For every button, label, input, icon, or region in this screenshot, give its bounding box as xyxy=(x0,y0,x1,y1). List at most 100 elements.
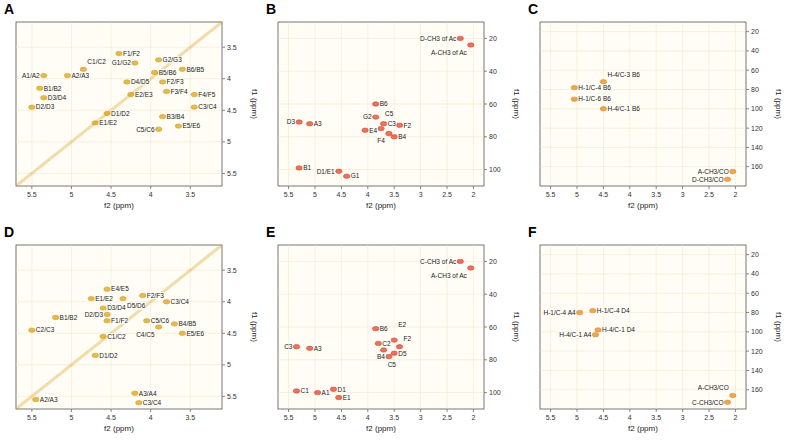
y-tick xyxy=(746,70,749,71)
label-patch xyxy=(158,69,177,76)
cross-peak xyxy=(396,344,402,348)
label-patch xyxy=(166,78,184,85)
label-patch xyxy=(170,88,188,95)
peak-label: E2 xyxy=(398,321,406,328)
label-patch xyxy=(130,78,149,85)
x-tick-label: 3 xyxy=(419,191,423,198)
x-tick-label: 3.5 xyxy=(389,414,399,421)
cross-peak xyxy=(175,124,181,128)
x-tick-label: 5 xyxy=(575,191,579,198)
y-tick-label: 120 xyxy=(751,348,763,355)
x-tick xyxy=(150,409,151,412)
y-tick xyxy=(222,396,225,397)
plot-frame xyxy=(540,245,746,409)
peak-label: D1/D2 xyxy=(111,110,130,117)
x-tick-label: 2 xyxy=(471,414,475,421)
grid-line xyxy=(16,301,222,302)
x-tick xyxy=(341,186,342,189)
peak-label: F2/F3 xyxy=(167,78,184,85)
label-patch xyxy=(170,298,189,305)
peak-label: A3/A4 xyxy=(139,390,157,397)
peak-label: D2/D3 xyxy=(36,103,55,110)
peak-label: B1/B2 xyxy=(44,85,62,92)
plot-frame xyxy=(278,22,484,186)
peak-label: D1/E1 xyxy=(317,168,335,175)
y-axis-title: f1 (ppm) xyxy=(250,89,259,119)
y-tick xyxy=(222,270,225,271)
peak-label: C4/C5 xyxy=(136,331,155,338)
x-tick xyxy=(111,186,112,189)
peak-label: F4 xyxy=(377,137,385,144)
cross-peak xyxy=(64,73,70,77)
peak-label: C3 xyxy=(284,343,293,350)
y-tick-label: 100 xyxy=(489,166,501,173)
cross-peak xyxy=(306,121,312,125)
peak-label: C1 xyxy=(300,387,309,394)
cross-peak xyxy=(151,70,157,74)
cross-peak xyxy=(191,105,197,109)
peak-label: E4/E5 xyxy=(111,285,129,292)
label-patch xyxy=(111,317,129,324)
peak-label: B6 xyxy=(380,100,388,107)
grid-line xyxy=(278,294,484,295)
cross-peak xyxy=(104,287,110,291)
grid-line xyxy=(576,245,577,409)
peak-label: A2/A3 xyxy=(72,72,90,79)
peak-label: F3/F4 xyxy=(171,88,188,95)
cross-peak xyxy=(386,131,392,135)
label-patch xyxy=(692,399,724,406)
cross-peak xyxy=(163,89,169,93)
cross-peak xyxy=(155,127,161,131)
y-axis-title: f1 (ppm) xyxy=(250,312,259,342)
peak-label: B4 xyxy=(398,133,406,140)
plot-area xyxy=(278,245,484,409)
grid-line xyxy=(550,245,551,409)
label-patch xyxy=(578,96,612,103)
x-tick-label: 4.5 xyxy=(337,414,347,421)
grid-line xyxy=(656,245,657,409)
x-tick xyxy=(31,186,32,189)
peak-label: E2/E3 xyxy=(135,91,153,98)
y-tick xyxy=(484,261,487,262)
cross-peak xyxy=(730,393,736,397)
peak-label: B5/B6 xyxy=(159,69,177,76)
x-tick xyxy=(656,186,657,189)
x-tick-label: 5 xyxy=(70,414,74,421)
y-tick xyxy=(746,293,749,294)
cross-peak xyxy=(179,331,185,335)
y-tick xyxy=(484,169,487,170)
cross-peak xyxy=(92,353,98,357)
y-tick xyxy=(746,50,749,51)
cross-peak xyxy=(336,395,342,399)
y-tick xyxy=(746,31,749,32)
peak-label: A3 xyxy=(314,120,322,127)
grid-line xyxy=(71,245,72,409)
peak-label: B4 xyxy=(377,353,385,360)
label-patch xyxy=(697,168,729,175)
y-tick-label: 5 xyxy=(227,361,231,368)
x-tick-label: 5.5 xyxy=(27,191,37,198)
label-patch xyxy=(363,114,373,121)
y-tick-label: 60 xyxy=(751,290,759,297)
y-tick-label: 20 xyxy=(489,35,497,42)
peak-label: A-CH3/CO xyxy=(698,168,729,175)
y-tick-label: 100 xyxy=(751,105,763,112)
label-patch xyxy=(107,333,126,340)
grid-line xyxy=(16,173,222,174)
cross-peak xyxy=(380,121,386,125)
peak-label: D4/D5 xyxy=(131,78,150,85)
panel-letter: E xyxy=(266,224,275,240)
grid-line xyxy=(150,245,151,409)
grid-line xyxy=(278,71,484,72)
y-tick xyxy=(746,370,749,371)
cross-peak xyxy=(362,128,368,132)
x-tick xyxy=(341,409,342,412)
label-patch xyxy=(385,110,394,117)
x-tick xyxy=(71,186,72,189)
grid-line xyxy=(603,22,604,186)
cross-peak xyxy=(29,328,35,332)
label-patch xyxy=(431,272,468,279)
label-patch xyxy=(596,307,630,314)
grid-line xyxy=(629,22,630,186)
cross-peak xyxy=(124,80,130,84)
